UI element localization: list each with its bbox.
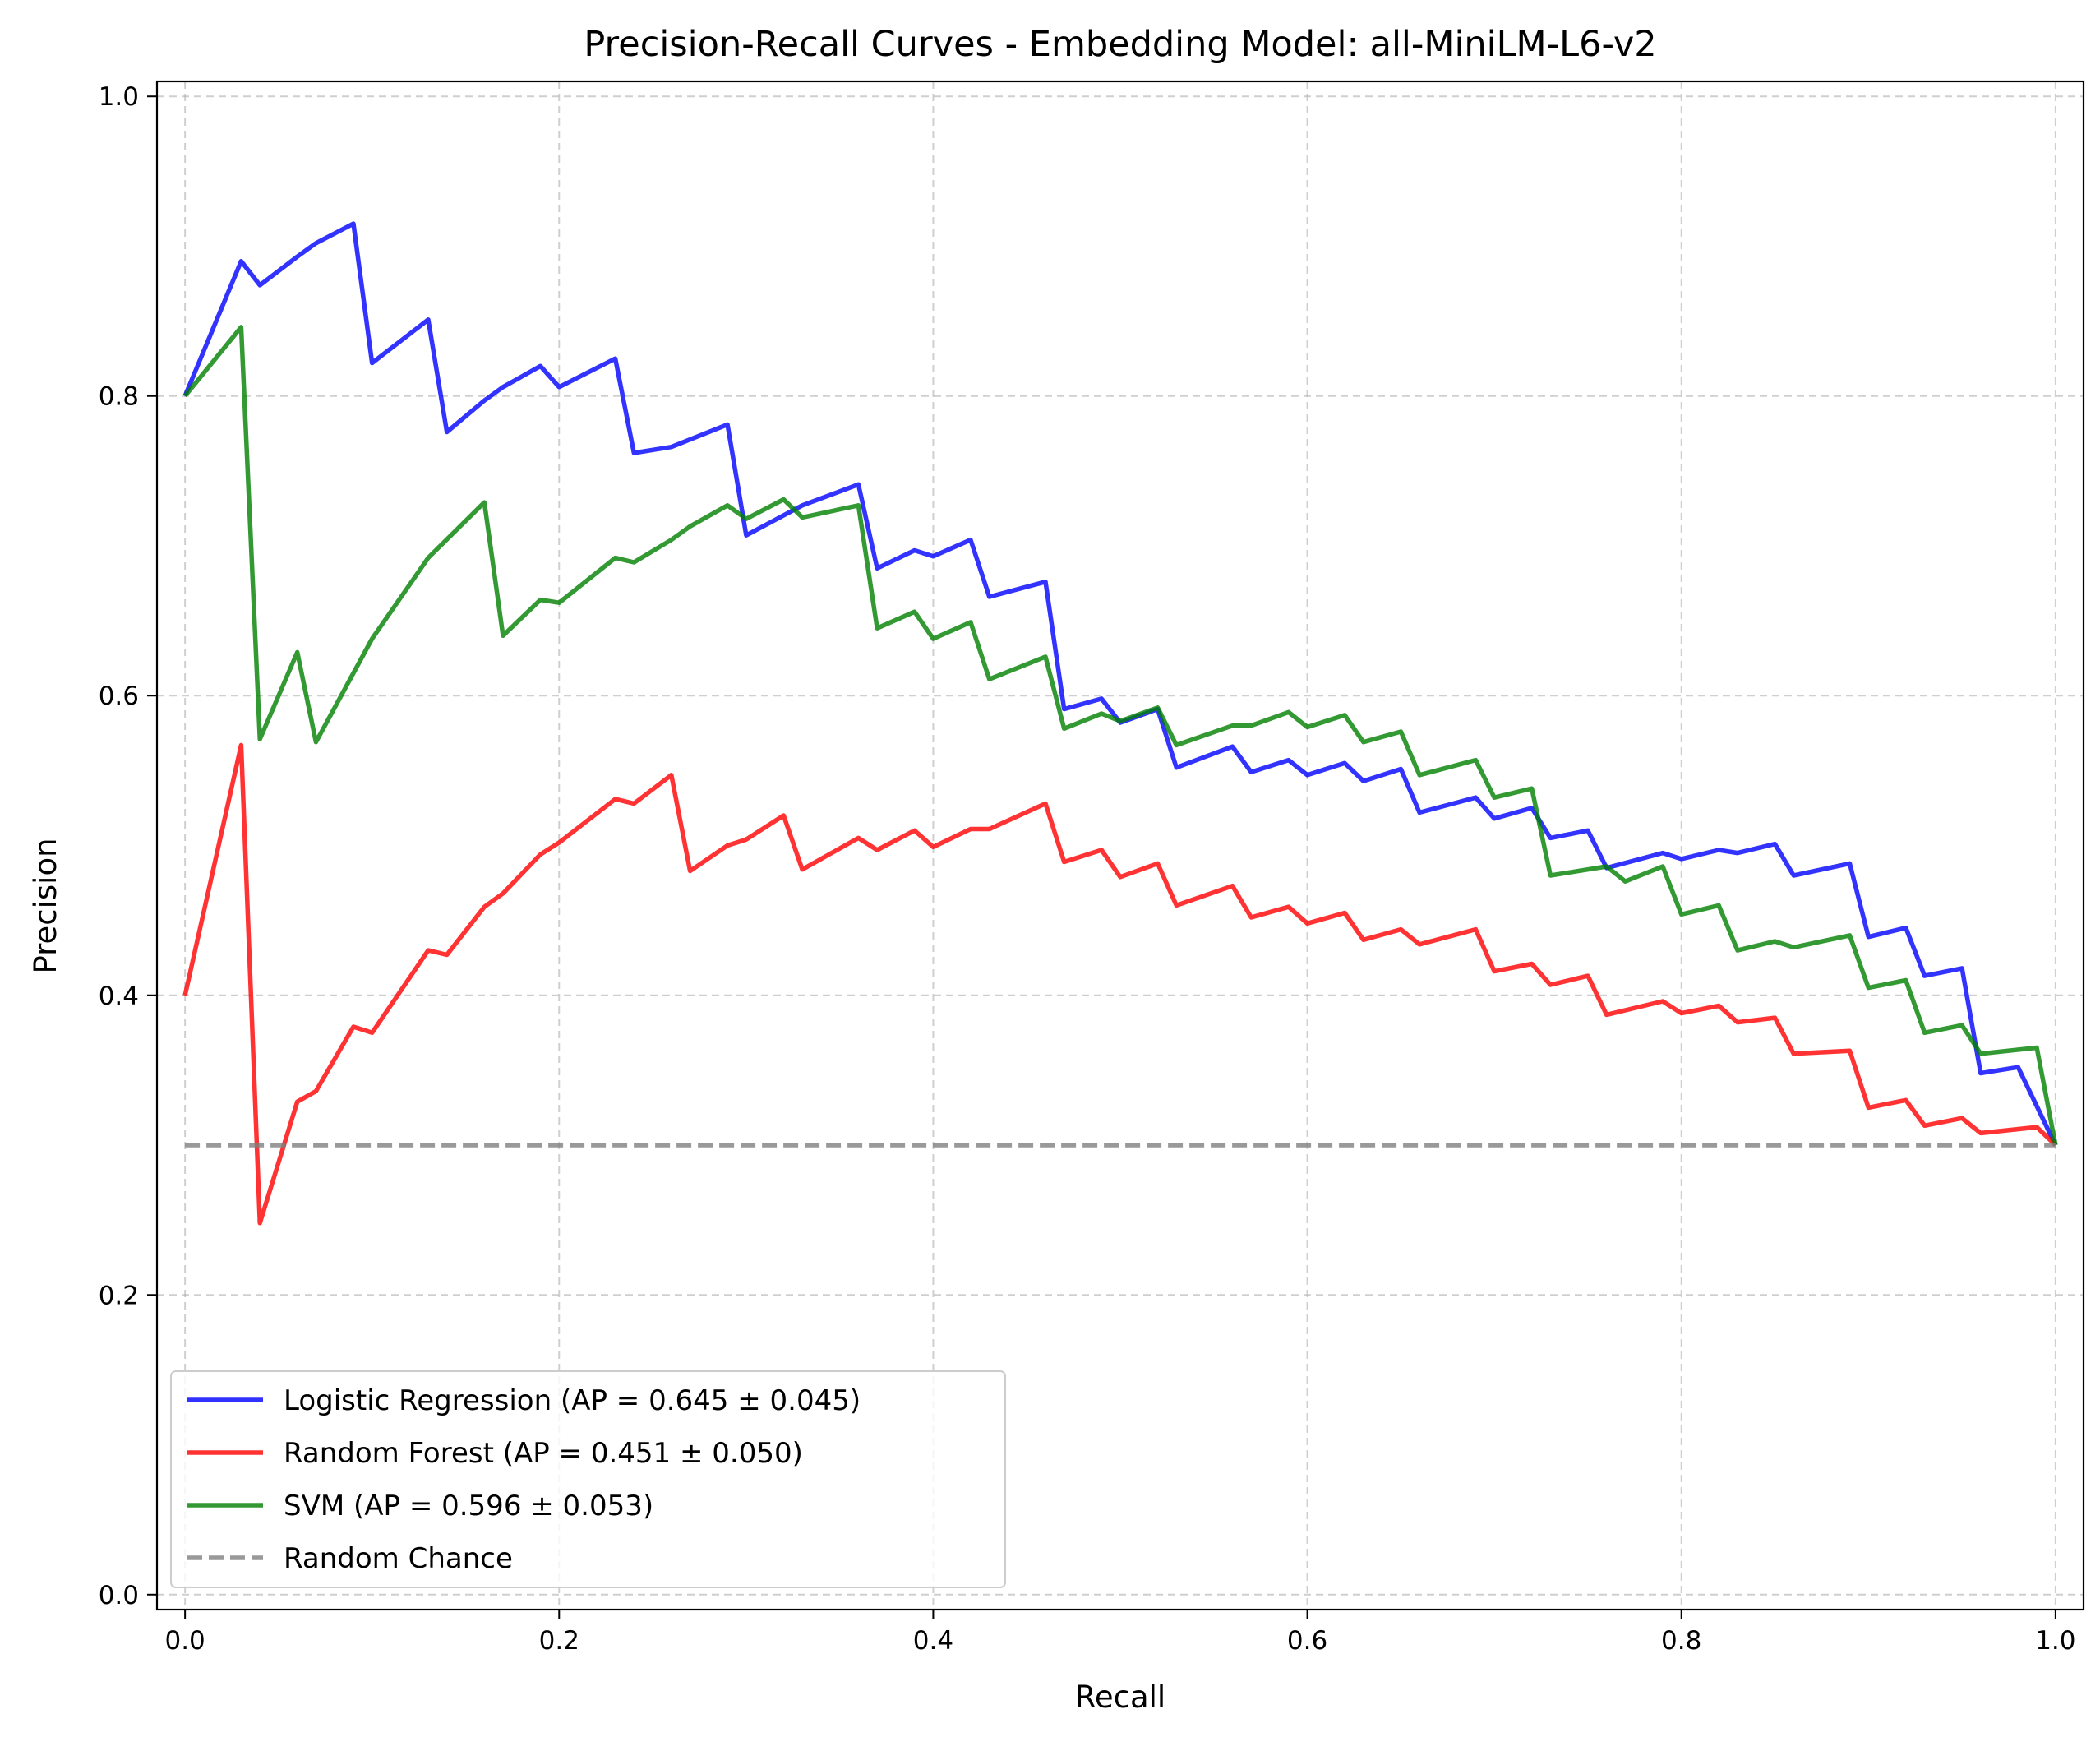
legend-label-2: Random Forest (AP = 0.451 ± 0.050): [284, 1437, 803, 1470]
y-axis-label: Precision: [28, 838, 63, 973]
legend-label-4: Random Chance: [284, 1542, 513, 1575]
x-tick-label: 0.6: [1287, 1626, 1327, 1656]
legend-items: Logistic Regression (AP = 0.645 ± 0.045)…: [187, 1384, 861, 1575]
series-line-3: [182, 325, 2058, 1146]
chart-title: Precision-Recall Curves - Embedding Mode…: [584, 24, 1656, 65]
grid-layer: [157, 81, 2084, 1610]
y-tick-label: 0.6: [99, 681, 139, 711]
x-tick-label: 1.0: [2035, 1626, 2075, 1656]
tick-layer: 0.0 0.2 0.4 0.6 0.8 1.0 0.0 0.2 0.4 0.6 0.8 1.0: [99, 82, 2076, 1656]
x-tick-label: 0.4: [913, 1626, 953, 1656]
y-tick-label: 0.4: [99, 982, 139, 1011]
legend: Logistic Regression (AP = 0.645 ± 0.045)…: [170, 1370, 1006, 1588]
x-axis-label: Recall: [1075, 1679, 1165, 1715]
y-tick-label: 1.0: [99, 82, 139, 112]
y-tick-label: 0.0: [99, 1581, 139, 1610]
x-tick-label: 0.2: [539, 1626, 579, 1656]
series-layer: [182, 221, 2058, 1226]
legend-box: [170, 1370, 1006, 1588]
legend-label-1: Logistic Regression (AP = 0.645 ± 0.045): [284, 1384, 861, 1417]
y-tick-label: 0.8: [99, 382, 139, 412]
y-tick-label: 0.2: [99, 1281, 139, 1310]
x-tick-label: 0.0: [164, 1626, 205, 1656]
plot-frame: [155, 80, 2085, 1611]
legend-label-3: SVM (AP = 0.596 ± 0.053): [284, 1490, 653, 1522]
series-line-2: [182, 742, 2057, 1226]
x-tick-label: 0.8: [1661, 1626, 1701, 1656]
